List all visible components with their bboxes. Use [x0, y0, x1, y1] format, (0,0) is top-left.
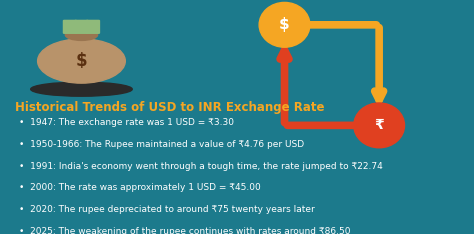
- FancyBboxPatch shape: [64, 20, 76, 33]
- Ellipse shape: [354, 103, 404, 148]
- Text: •  1950-1966: The Rupee maintained a value of ₹4.76 per USD: • 1950-1966: The Rupee maintained a valu…: [19, 140, 304, 149]
- FancyBboxPatch shape: [75, 20, 88, 33]
- Ellipse shape: [259, 2, 310, 47]
- FancyBboxPatch shape: [87, 20, 100, 33]
- Ellipse shape: [37, 39, 125, 83]
- Ellipse shape: [65, 29, 98, 40]
- Ellipse shape: [31, 82, 132, 96]
- Text: •  1947: The exchange rate was 1 USD = ₹3.30: • 1947: The exchange rate was 1 USD = ₹3…: [19, 118, 234, 127]
- Text: Historical Trends of USD to INR Exchange Rate: Historical Trends of USD to INR Exchange…: [15, 101, 324, 114]
- Text: •  2020: The rupee depreciated to around ₹75 twenty years later: • 2020: The rupee depreciated to around …: [19, 205, 315, 214]
- Text: ₹: ₹: [374, 118, 384, 132]
- Text: $: $: [279, 17, 290, 32]
- Text: $: $: [76, 52, 87, 70]
- Text: •  2000: The rate was approximately 1 USD = ₹45.00: • 2000: The rate was approximately 1 USD…: [19, 183, 261, 193]
- Text: •  2025: The weakening of the rupee continues with rates around ₹86.50: • 2025: The weakening of the rupee conti…: [19, 227, 351, 234]
- Text: •  1991: India's economy went through a tough time, the rate jumped to ₹22.74: • 1991: India's economy went through a t…: [19, 162, 383, 171]
